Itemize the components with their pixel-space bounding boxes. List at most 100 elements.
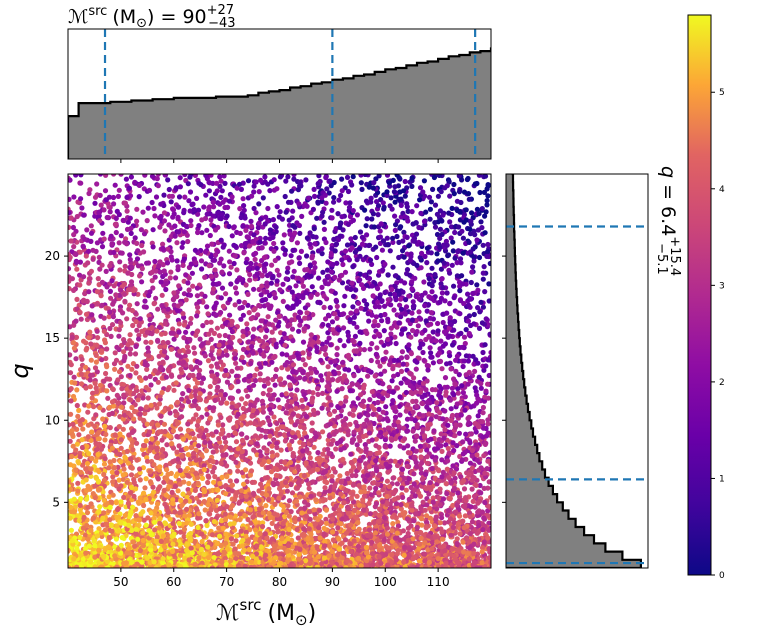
scatter-point (358, 180, 364, 186)
scatter-point (331, 179, 337, 186)
scatter-point (159, 437, 165, 443)
scatter-point (339, 311, 345, 317)
scatter-point (334, 352, 340, 358)
scatter-point (300, 369, 306, 375)
scatter-point (432, 224, 439, 230)
scatter-point (451, 447, 457, 454)
scatter-point (445, 253, 451, 259)
scatter-point (461, 486, 468, 492)
scatter-point (354, 308, 360, 314)
scatter-point (281, 232, 287, 238)
scatter-point (466, 420, 472, 426)
scatter-point (480, 349, 486, 356)
scatter-point (195, 229, 201, 236)
scatter-point (218, 178, 224, 184)
scatter-point (383, 349, 389, 355)
scatter-point (236, 299, 242, 305)
scatter-point (478, 219, 484, 225)
scatter-point (318, 373, 324, 379)
scatter-point (375, 378, 381, 384)
scatter-point (442, 375, 449, 381)
scatter-point (309, 253, 316, 259)
scatter-point (204, 411, 210, 417)
scatter-point (354, 324, 360, 330)
scatter-point (169, 441, 175, 447)
scatter-point (168, 269, 174, 275)
scatter-point (480, 404, 486, 411)
scatter-point (436, 350, 442, 356)
scatter-point (429, 539, 435, 545)
scatter-point (92, 200, 98, 206)
scatter-point (265, 314, 271, 320)
scatter-point (191, 345, 197, 351)
scatter-point (264, 280, 270, 286)
scatter-point (391, 291, 398, 297)
scatter-point (411, 375, 417, 381)
scatter-point (304, 253, 310, 259)
scatter-point (309, 397, 315, 403)
scatter-point (376, 304, 382, 310)
scatter-point (299, 397, 305, 403)
scatter-point (252, 433, 259, 439)
scatter-point (142, 410, 148, 416)
scatter-point (452, 229, 458, 236)
scatter-point (290, 362, 297, 368)
scatter-point (374, 199, 380, 205)
scatter-point (150, 227, 156, 233)
scatter-point (290, 354, 296, 360)
scatter-point (421, 279, 427, 285)
scatter-point (401, 376, 407, 382)
scatter-point (205, 473, 211, 479)
scatter-point (129, 307, 135, 314)
scatter-point (448, 406, 454, 412)
scatter-point (228, 281, 234, 287)
scatter-point (88, 230, 95, 236)
scatter-point (449, 205, 455, 211)
scatter-point (474, 206, 480, 212)
scatter-point (73, 531, 80, 537)
scatter-point (103, 355, 109, 362)
scatter-point (185, 427, 191, 433)
scatter-point (319, 405, 325, 411)
scatter-point (157, 224, 163, 230)
scatter-point (467, 460, 473, 466)
scatter-point (481, 453, 487, 459)
scatter-point (109, 322, 116, 328)
scatter-point (437, 226, 443, 232)
scatter-point (320, 390, 326, 396)
scatter-point (179, 414, 185, 420)
scatter-point (245, 291, 251, 297)
scatter-point (486, 479, 491, 485)
scatter-point (224, 400, 230, 406)
scatter-point (121, 494, 127, 500)
scatter-point (104, 364, 110, 370)
scatter-point (299, 213, 305, 219)
scatter-point (244, 435, 250, 441)
scatter-point (475, 227, 481, 233)
scatter-point (353, 472, 359, 479)
scatter-point (313, 234, 319, 240)
scatter-point (134, 301, 140, 307)
scatter-point (211, 479, 217, 485)
scatter-point (206, 188, 212, 194)
scatter-point (82, 402, 88, 408)
scatter-point (338, 400, 344, 406)
scatter-point (340, 261, 346, 268)
scatter-point (402, 311, 408, 317)
scatter-point (258, 433, 264, 439)
scatter-point (117, 267, 123, 273)
scatter-point (460, 390, 466, 396)
scatter-point (143, 476, 149, 482)
scatter-point (480, 242, 486, 248)
top-title-eq: ) = 90 (147, 6, 207, 28)
scatter-point (273, 366, 279, 373)
scatter-point (218, 237, 224, 243)
scatter-point (134, 363, 140, 369)
top-title-unit: (M (112, 6, 136, 28)
scatter-point (348, 451, 354, 457)
scatter-point (160, 245, 166, 251)
scatter-point (187, 372, 193, 378)
scatter-point (430, 360, 436, 366)
scatter-point (483, 209, 489, 215)
